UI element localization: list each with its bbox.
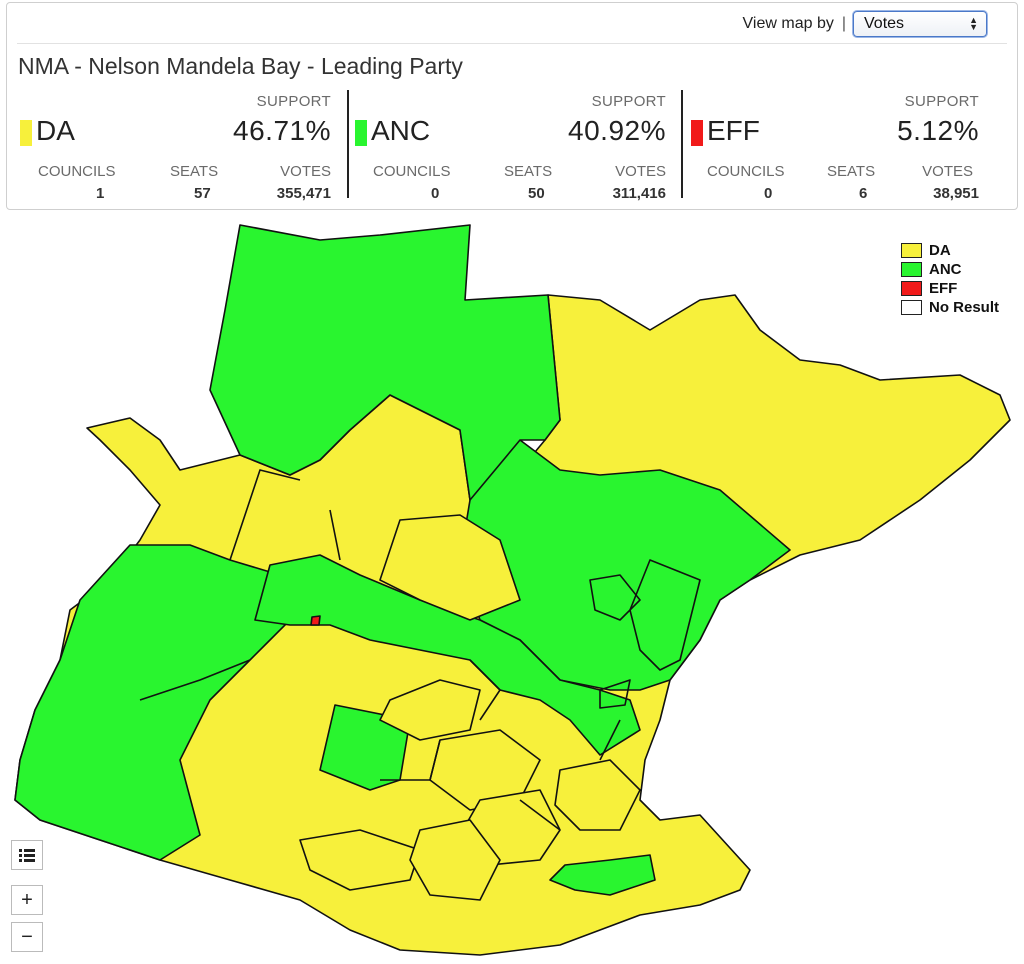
party-swatch-eff bbox=[691, 120, 703, 146]
support-label: SUPPORT bbox=[904, 93, 979, 110]
ward-region-south-anc bbox=[549, 854, 656, 896]
votes-label: VOTES bbox=[922, 163, 973, 180]
votes-value: 38,951 bbox=[933, 185, 979, 202]
layers-list-icon bbox=[19, 849, 35, 862]
layers-list-button[interactable] bbox=[11, 840, 43, 870]
zoom-in-button[interactable]: + bbox=[11, 885, 43, 915]
legend-label: EFF bbox=[929, 280, 958, 297]
councils-label: COUNCILS bbox=[707, 163, 785, 180]
ward-boundary bbox=[379, 514, 521, 621]
councils-value: 0 bbox=[764, 185, 773, 202]
councils-value: 0 bbox=[431, 185, 440, 202]
councils-value: 1 bbox=[96, 185, 105, 202]
seats-label: SEATS bbox=[170, 163, 219, 180]
view-map-by: View map by | Votes ▲ ▼ bbox=[743, 11, 987, 37]
ward-boundary bbox=[379, 679, 481, 741]
support-label: SUPPORT bbox=[256, 93, 331, 110]
seats-label: SEATS bbox=[827, 163, 876, 180]
ward-boundary bbox=[380, 659, 621, 831]
legend-item: EFF bbox=[901, 279, 999, 298]
legend-label: DA bbox=[929, 242, 951, 259]
ward-map[interactable] bbox=[0, 215, 1024, 960]
party-name: ANC bbox=[371, 115, 431, 146]
ward-boundary bbox=[139, 439, 521, 701]
seats-value: 6 bbox=[859, 185, 868, 202]
legend-item: ANC bbox=[901, 260, 999, 279]
view-map-by-label: View map by bbox=[742, 15, 834, 32]
party-swatch-da bbox=[20, 120, 32, 146]
summary-panel: View map by | Votes ▲ ▼ NMA - Nelson Mand… bbox=[6, 2, 1018, 210]
ward-region-east-anc bbox=[629, 559, 701, 671]
page-title: NMA - Nelson Mandela Bay - Leading Party bbox=[18, 53, 463, 79]
legend-item: DA bbox=[901, 241, 999, 260]
legend-label: No Result bbox=[929, 299, 1000, 316]
party-card-eff: SUPPORT EFF 5.12% COUNCILS SEATS VOTES 0… bbox=[690, 91, 979, 203]
votes-label: VOTES bbox=[280, 163, 331, 180]
seats-value: 57 bbox=[194, 185, 211, 202]
map-legend: DA ANC EFF No Result bbox=[901, 241, 999, 317]
legend-swatch-eff bbox=[901, 281, 922, 296]
ward-boundary bbox=[589, 574, 641, 709]
party-name: DA bbox=[36, 115, 75, 146]
party-divider bbox=[681, 90, 683, 198]
legend-swatch-da bbox=[901, 243, 922, 258]
legend-swatch-anc bbox=[901, 262, 922, 277]
legend-item: No Result bbox=[901, 298, 999, 317]
zoom-out-button[interactable]: − bbox=[11, 922, 43, 952]
support-label: SUPPORT bbox=[591, 93, 666, 110]
ward-region-eff bbox=[310, 615, 321, 626]
party-card-da: SUPPORT DA 46.71% COUNCILS SEATS VOTES 1… bbox=[19, 91, 331, 203]
view-map-by-separator: | bbox=[841, 15, 846, 32]
party-swatch-anc bbox=[355, 120, 367, 146]
party-support: 5.12% bbox=[897, 115, 979, 146]
legend-swatch-no-result bbox=[901, 300, 922, 315]
legend-label: ANC bbox=[929, 261, 962, 278]
ward-boundary bbox=[409, 819, 501, 901]
view-map-by-select[interactable]: Votes ▲ ▼ bbox=[853, 11, 987, 37]
party-divider bbox=[347, 90, 349, 198]
ward-boundary bbox=[299, 829, 421, 891]
party-name: EFF bbox=[707, 115, 760, 146]
select-arrows-icon: ▲ ▼ bbox=[969, 15, 978, 32]
seats-value: 50 bbox=[528, 185, 545, 202]
party-card-anc: SUPPORT ANC 40.92% COUNCILS SEATS VOTES … bbox=[354, 91, 666, 203]
seats-label: SEATS bbox=[504, 163, 553, 180]
councils-label: COUNCILS bbox=[38, 163, 116, 180]
party-support: 40.92% bbox=[568, 115, 666, 146]
votes-label: VOTES bbox=[615, 163, 666, 180]
ward-boundary bbox=[554, 759, 641, 831]
councils-label: COUNCILS bbox=[373, 163, 451, 180]
party-support: 46.71% bbox=[233, 115, 331, 146]
votes-value: 355,471 bbox=[276, 185, 331, 202]
votes-value: 311,416 bbox=[612, 185, 666, 202]
view-map-by-value: Votes bbox=[864, 15, 905, 32]
header-divider bbox=[17, 43, 1007, 44]
